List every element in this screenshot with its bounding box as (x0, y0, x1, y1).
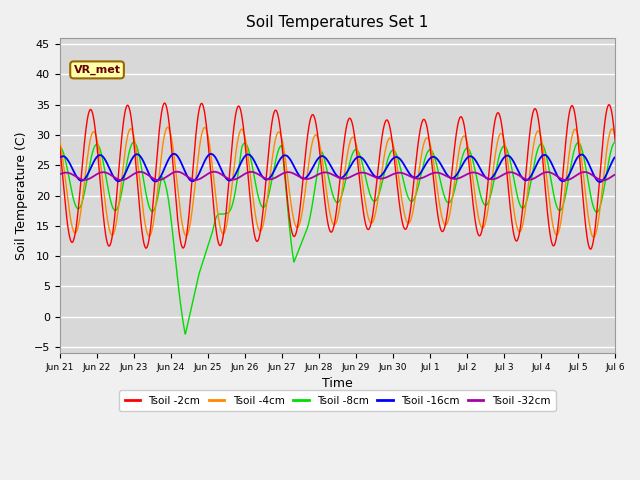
Y-axis label: Soil Temperature (C): Soil Temperature (C) (15, 132, 28, 260)
Title: Soil Temperatures Set 1: Soil Temperatures Set 1 (246, 15, 429, 30)
X-axis label: Time: Time (322, 377, 353, 390)
Text: VR_met: VR_met (74, 65, 120, 75)
Legend: Tsoil -2cm, Tsoil -4cm, Tsoil -8cm, Tsoil -16cm, Tsoil -32cm: Tsoil -2cm, Tsoil -4cm, Tsoil -8cm, Tsoi… (119, 390, 556, 411)
